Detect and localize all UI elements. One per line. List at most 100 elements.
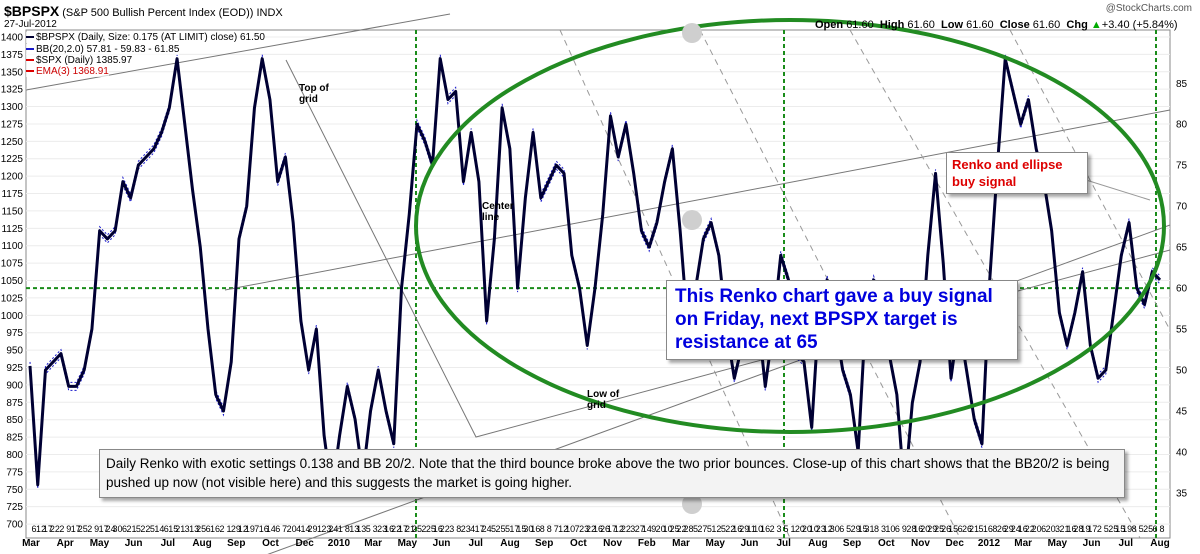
x-tick-label: 6	[958, 524, 963, 534]
x-tick-label: 29	[927, 524, 937, 534]
x-tick-label: 6	[1153, 524, 1158, 534]
x-tick-label: 3	[449, 524, 454, 534]
x-tick-label: 26	[941, 524, 951, 534]
x-tick-label: 22	[677, 524, 687, 534]
x-tick-label: 22	[140, 524, 150, 534]
x-tick-label: 2	[1097, 524, 1102, 534]
settings-note: Daily Renko with exotic settings 0.138 a…	[99, 449, 1125, 498]
x-tick-label: 5	[783, 524, 788, 534]
x-tick-label: 26	[962, 524, 972, 534]
left-tick-label: 1000	[1, 311, 24, 322]
x-tick-label: 23	[461, 524, 471, 534]
bpspx-renko-series	[28, 57, 1162, 495]
x-tick-label: 21	[1060, 524, 1070, 534]
x-tick-label: 13	[349, 524, 359, 534]
x-tick-label: 12	[711, 524, 721, 534]
left-tick-label: 1075	[1, 259, 24, 270]
callout-pointer	[1085, 179, 1151, 201]
left-tick-label: 1225	[1, 154, 24, 165]
x-tick-label: 6	[206, 524, 211, 534]
x-tick-label: 17	[71, 524, 81, 534]
month-label: Apr	[57, 538, 74, 549]
low-label: Low	[941, 19, 964, 31]
month-label: May	[706, 538, 726, 549]
x-tick-label: 7	[575, 524, 580, 534]
left-tick-label: 725	[6, 502, 23, 513]
month-label: Oct	[262, 538, 279, 549]
month-label: Mar	[1014, 538, 1032, 549]
x-tick-label: 19	[1080, 524, 1090, 534]
left-tick-label: 775	[6, 467, 23, 478]
left-tick-label: 750	[6, 485, 23, 496]
x-tick-label: 5	[491, 524, 496, 534]
chart-date: 27-Jul-2012	[4, 19, 57, 30]
x-tick-label: 8	[874, 524, 879, 534]
x-tick-label: 17	[43, 524, 53, 534]
month-label: May	[1048, 538, 1068, 549]
month-label: Jun	[125, 538, 143, 549]
x-tick-label: 2	[770, 524, 775, 534]
x-tick-label: 3	[630, 524, 635, 534]
x-tick-label: 5	[693, 524, 698, 534]
x-tick-label: 26	[600, 524, 610, 534]
x-tick-label: 14	[154, 524, 164, 534]
x-tick-label: 28	[1073, 524, 1083, 534]
x-tick-label: 22	[1025, 524, 1035, 534]
left-tick-label: 1125	[1, 224, 23, 235]
x-tick-label: 20	[920, 524, 930, 534]
left-tick-label: 1275	[1, 119, 24, 130]
x-tick-label: 4	[470, 524, 475, 534]
x-tick-label: 6	[895, 524, 900, 534]
x-tick-label: 23	[579, 524, 589, 534]
x-tick-label: 6	[839, 524, 844, 534]
left-tick-label: 1300	[1, 102, 24, 113]
x-tick-label: 29	[739, 524, 749, 534]
month-label: Aug	[1150, 538, 1169, 549]
x-tick-label: 14	[266, 524, 276, 534]
x-tick-label: 17	[475, 524, 485, 534]
x-tick-label: 15	[1115, 524, 1125, 534]
x-tick-label: 30	[830, 524, 840, 534]
left-tick-label: 1175	[1, 189, 23, 200]
month-label: Oct	[878, 538, 895, 549]
symbol-name: (S&P 500 Bullish Percent Index (EOD)) IN…	[62, 7, 283, 19]
x-tick-label: 4	[296, 524, 301, 534]
x-tick-label: 21	[969, 524, 979, 534]
right-tick-label: 45	[1176, 407, 1188, 418]
x-tick-label: 10	[565, 524, 575, 534]
annotation-low-grid: Low of grid	[587, 389, 620, 411]
month-label: Mar	[22, 538, 40, 549]
watermark: @StockCharts.com	[1105, 3, 1192, 14]
month-label: Jul	[161, 538, 176, 549]
x-tick-label: 29	[231, 524, 241, 534]
x-tick-label: 19	[245, 524, 255, 534]
x-tick-label: 7	[282, 524, 287, 534]
x-tick-label: 8	[345, 524, 350, 534]
x-tick-label: 27	[697, 524, 707, 534]
right-axis: 35 40 45 50 55 60 65 70 75 80 85	[1176, 79, 1188, 500]
legend-bpspx-swatch	[26, 36, 34, 39]
x-tick-label: 25	[426, 524, 436, 534]
month-label: Aug	[500, 538, 519, 549]
left-tick-label: 1150	[1, 206, 23, 217]
right-tick-label: 85	[1176, 79, 1188, 90]
right-tick-label: 75	[1176, 161, 1188, 172]
x-tick-label: 29	[1004, 524, 1014, 534]
x-tick-label: 29	[308, 524, 318, 534]
legend-bpspx: $BPSPX (Daily, Size: 0.175 (AT LIMIT) cl…	[26, 32, 265, 43]
left-tick-label: 975	[6, 328, 23, 339]
x-tick-label: 2	[59, 524, 64, 534]
month-label: Mar	[364, 538, 382, 549]
x-tick-label: 9	[902, 524, 907, 534]
x-tick-label: 13	[356, 524, 366, 534]
x-tick-label: 26	[997, 524, 1007, 534]
right-tick-label: 40	[1176, 447, 1188, 458]
left-tick-label: 1025	[1, 293, 24, 304]
right-tick-label: 55	[1176, 325, 1188, 336]
x-tick-label: 1	[317, 524, 322, 534]
x-tick-label: 16	[913, 524, 923, 534]
x-tick-label: 22	[621, 524, 631, 534]
month-label: 2010	[328, 538, 351, 549]
x-tick-label: 22	[391, 524, 401, 534]
right-tick-label: 50	[1176, 366, 1188, 377]
